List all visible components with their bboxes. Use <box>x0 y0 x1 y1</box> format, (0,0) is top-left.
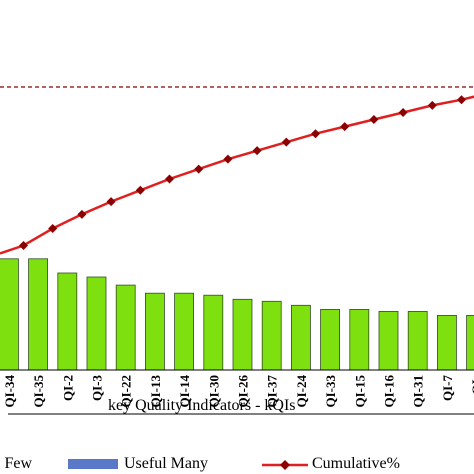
x-tick-qi-33: QI-33 <box>323 375 338 408</box>
cumulative-point-qi-15 <box>369 115 379 125</box>
cumulative-point-qi-16 <box>398 107 408 117</box>
x-tick-qi-35: QI-35 <box>31 375 46 408</box>
bar-qi-2 <box>57 272 78 371</box>
cumulative-point-qi-34 <box>19 240 28 250</box>
cumulative-point-qi-3 <box>106 197 116 207</box>
x-tick-qi-: QI- <box>469 375 474 395</box>
cumulative-point-qi-33 <box>340 122 350 132</box>
x-tick-qi-2: QI-2 <box>60 375 75 401</box>
legend-label-cumulative: Cumulative% <box>312 455 400 472</box>
bar-qi-24 <box>290 304 311 371</box>
bar-qi-7 <box>436 314 457 371</box>
cumulative-point-qi-24 <box>311 129 320 139</box>
x-tick-qi-7: QI-7 <box>440 375 455 402</box>
cumulative-line-series <box>0 95 474 255</box>
x-tick-qi-31: QI-31 <box>411 375 426 408</box>
x-tick-labels: QI-34 QI-35 QI-2 QI-3 QI-22 QI-13 QI-14 QI-30 QI… <box>2 375 474 408</box>
cumulative-point-qi-26 <box>252 146 262 156</box>
cumulative-point-qi-7 <box>457 95 466 105</box>
bar-qi-37 <box>261 300 282 371</box>
legend-label-useful-many: Useful Many <box>124 455 208 472</box>
bar-qi-26 <box>232 298 253 371</box>
legend-swatch-useful-many <box>68 459 118 469</box>
legend-label-vital-few: l Few <box>0 455 32 472</box>
x-tick-qi-22: QI-22 <box>119 375 134 408</box>
bar-qi- <box>466 314 474 371</box>
cumulative-point-qi-31 <box>427 100 437 110</box>
cumulative-line <box>0 95 474 255</box>
x-tick-qi-14: QI-14 <box>177 375 192 408</box>
legend-swatch-cumulative-marker <box>280 460 290 470</box>
x-tick-qi-13: QI-13 <box>148 375 163 408</box>
bar-series <box>0 258 474 371</box>
x-tick-qi-30: QI-30 <box>206 375 221 408</box>
bar-qi-3 <box>86 276 107 371</box>
cumulative-point-qi-13 <box>165 174 174 184</box>
bar-qi-31 <box>407 310 428 371</box>
x-tick-qi-16: QI-16 <box>382 375 397 408</box>
cumulative-point-qi-30 <box>223 154 233 164</box>
cumulative-point-qi-2 <box>77 209 87 219</box>
bar-qi-13 <box>144 292 165 371</box>
bar-qi-16 <box>378 310 399 371</box>
bar-qi-35 <box>28 258 49 371</box>
cumulative-point-qi-14 <box>194 164 204 174</box>
bar-qi-14 <box>174 292 195 371</box>
bar-qi-15 <box>349 308 370 371</box>
x-tick-qi-15: QI-15 <box>352 375 367 408</box>
x-tick-qi-24: QI-24 <box>294 375 309 408</box>
bar-qi-22 <box>115 284 136 371</box>
x-tick-qi-34: QI-34 <box>2 375 17 408</box>
bar-qi-33 <box>320 308 341 371</box>
cumulative-point-qi-37 <box>281 137 291 147</box>
x-axis-label: key Quality Indicators - kQIs <box>108 397 296 414</box>
x-tick-qi-26: QI-26 <box>236 375 251 408</box>
legend: l Few Useful Many Cumulative% <box>0 455 400 472</box>
bar-qi-30 <box>203 294 224 371</box>
x-tick-qi-3: QI-3 <box>90 375 105 402</box>
cumulative-point-qi-35 <box>48 224 58 233</box>
cumulative-point-qi-22 <box>135 185 145 195</box>
bar-qi-34 <box>0 258 19 371</box>
x-tick-qi-37: QI-37 <box>265 375 280 408</box>
